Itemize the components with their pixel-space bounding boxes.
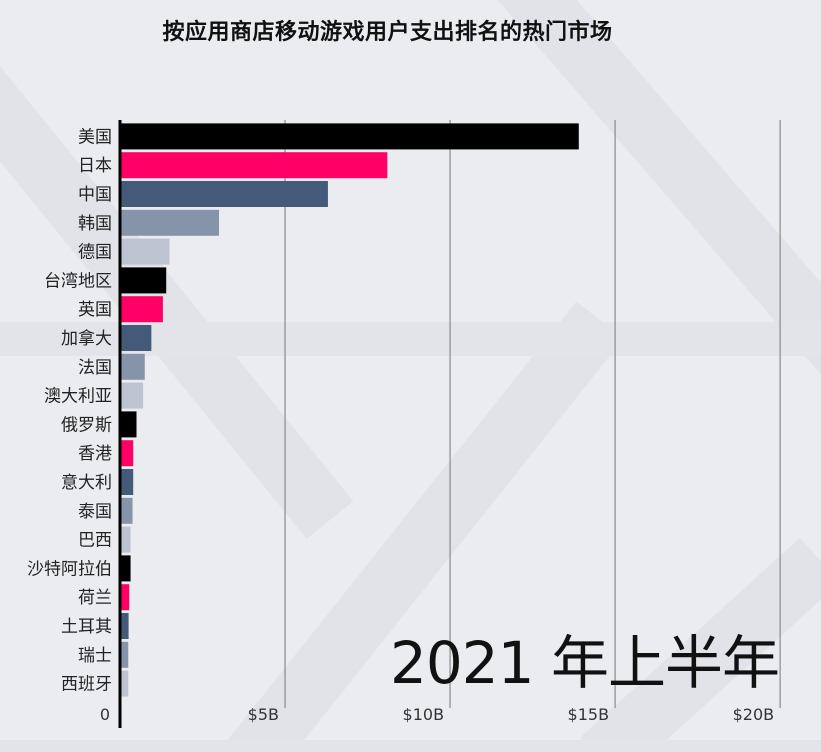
category-label: 美国	[78, 127, 112, 147]
bar	[120, 497, 133, 524]
bar	[120, 440, 134, 467]
bar	[120, 296, 163, 323]
x-tick-label: 0	[100, 705, 110, 724]
gridlines	[284, 120, 781, 708]
bar	[120, 181, 328, 207]
category-label: 巴西	[78, 531, 112, 551]
category-label: 澳大利亚	[44, 387, 112, 407]
bar	[120, 238, 170, 265]
category-label: 泰国	[78, 502, 112, 522]
bar	[120, 353, 145, 380]
bar	[120, 325, 152, 351]
category-label: 日本	[78, 156, 112, 176]
category-label: 韩国	[78, 214, 112, 234]
period-label: 2021 年上半年	[389, 629, 780, 697]
x-tick-label: $20B	[733, 705, 775, 724]
category-label: 俄罗斯	[61, 415, 112, 435]
bar	[120, 152, 388, 179]
bar	[120, 613, 129, 639]
x-tick-label: $10B	[403, 705, 445, 724]
category-label: 土耳其	[61, 617, 112, 637]
bars	[120, 123, 579, 697]
x-tick-label: $5B	[248, 705, 279, 724]
category-label: 荷兰	[78, 588, 112, 608]
x-tick-label: $15B	[568, 705, 610, 724]
bar	[120, 382, 144, 409]
bar	[120, 267, 167, 294]
bar	[120, 123, 579, 150]
bar	[120, 641, 129, 668]
chart-title: 按应用商店移动游戏用户支出排名的热门市场	[162, 20, 613, 45]
category-label: 香港	[78, 444, 112, 464]
category-label: 加拿大	[61, 328, 112, 349]
category-label: 台湾地区	[44, 271, 112, 291]
category-label: 德国	[78, 243, 112, 263]
category-label: 英国	[78, 300, 112, 320]
category-label: 中国	[78, 185, 112, 205]
category-label: 西班牙	[61, 675, 112, 695]
bar	[120, 670, 129, 697]
bar	[120, 411, 137, 438]
bar	[120, 469, 134, 495]
bar	[120, 209, 220, 236]
category-label: 法国	[78, 358, 112, 378]
x-tick-labels: 0 $5B $10B $15B $20B	[100, 705, 774, 724]
bar	[120, 526, 131, 553]
bar	[120, 555, 131, 582]
category-label: 沙特阿拉伯	[27, 559, 112, 579]
category-labels: 美国日本中国韩国德国台湾地区英国加拿大法国澳大利亚俄罗斯香港意大利泰国巴西沙特阿…	[27, 127, 112, 694]
category-label: 瑞士	[78, 646, 112, 666]
bar	[120, 584, 130, 611]
category-label: 意大利	[61, 473, 112, 493]
